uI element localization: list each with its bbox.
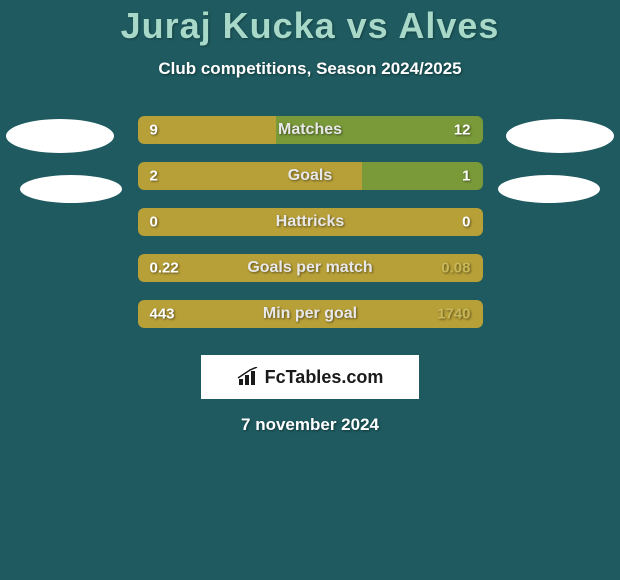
stats-area: 9 12 Matches 2 1 Goals 0 0 Hattricks 0.22 0.08 Goal…	[0, 107, 620, 337]
subtitle: Club competitions, Season 2024/2025	[0, 59, 620, 79]
stat-value-right: 1	[462, 168, 470, 185]
date-text: 7 november 2024	[0, 415, 620, 435]
stat-value-right: 12	[454, 122, 471, 139]
stat-row: 0 0 Hattricks	[0, 199, 620, 245]
brand-box[interactable]: FcTables.com	[201, 355, 419, 399]
stat-value-right: 0.08	[441, 260, 470, 277]
bar-container: 0.22 0.08 Goals per match	[138, 254, 483, 282]
stat-row: 2 1 Goals	[0, 153, 620, 199]
stat-label: Hattricks	[276, 213, 344, 231]
bar-container: 443 1740 Min per goal	[138, 300, 483, 328]
brand-text: FcTables.com	[265, 367, 384, 388]
bar-container: 9 12 Matches	[138, 116, 483, 144]
stat-value-left: 443	[150, 306, 175, 323]
stat-value-left: 0.22	[150, 260, 179, 277]
stat-label: Goals per match	[247, 259, 372, 277]
brand-chart-icon	[237, 367, 261, 387]
page-title: Juraj Kucka vs Alves	[0, 5, 620, 47]
stat-row: 9 12 Matches	[0, 107, 620, 153]
stat-label: Min per goal	[263, 305, 357, 323]
stat-value-left: 0	[150, 214, 158, 231]
bar-left	[138, 116, 276, 144]
stat-value-right: 0	[462, 214, 470, 231]
bar-container: 0 0 Hattricks	[138, 208, 483, 236]
stat-row: 443 1740 Min per goal	[0, 291, 620, 337]
stat-value-left: 2	[150, 168, 158, 185]
stat-row: 0.22 0.08 Goals per match	[0, 245, 620, 291]
main-container: Juraj Kucka vs Alves Club competitions, …	[0, 0, 620, 435]
bar-container: 2 1 Goals	[138, 162, 483, 190]
stat-label: Matches	[278, 121, 342, 139]
stat-value-right: 1740	[437, 306, 470, 323]
stat-value-left: 9	[150, 122, 158, 139]
stat-label: Goals	[288, 167, 332, 185]
